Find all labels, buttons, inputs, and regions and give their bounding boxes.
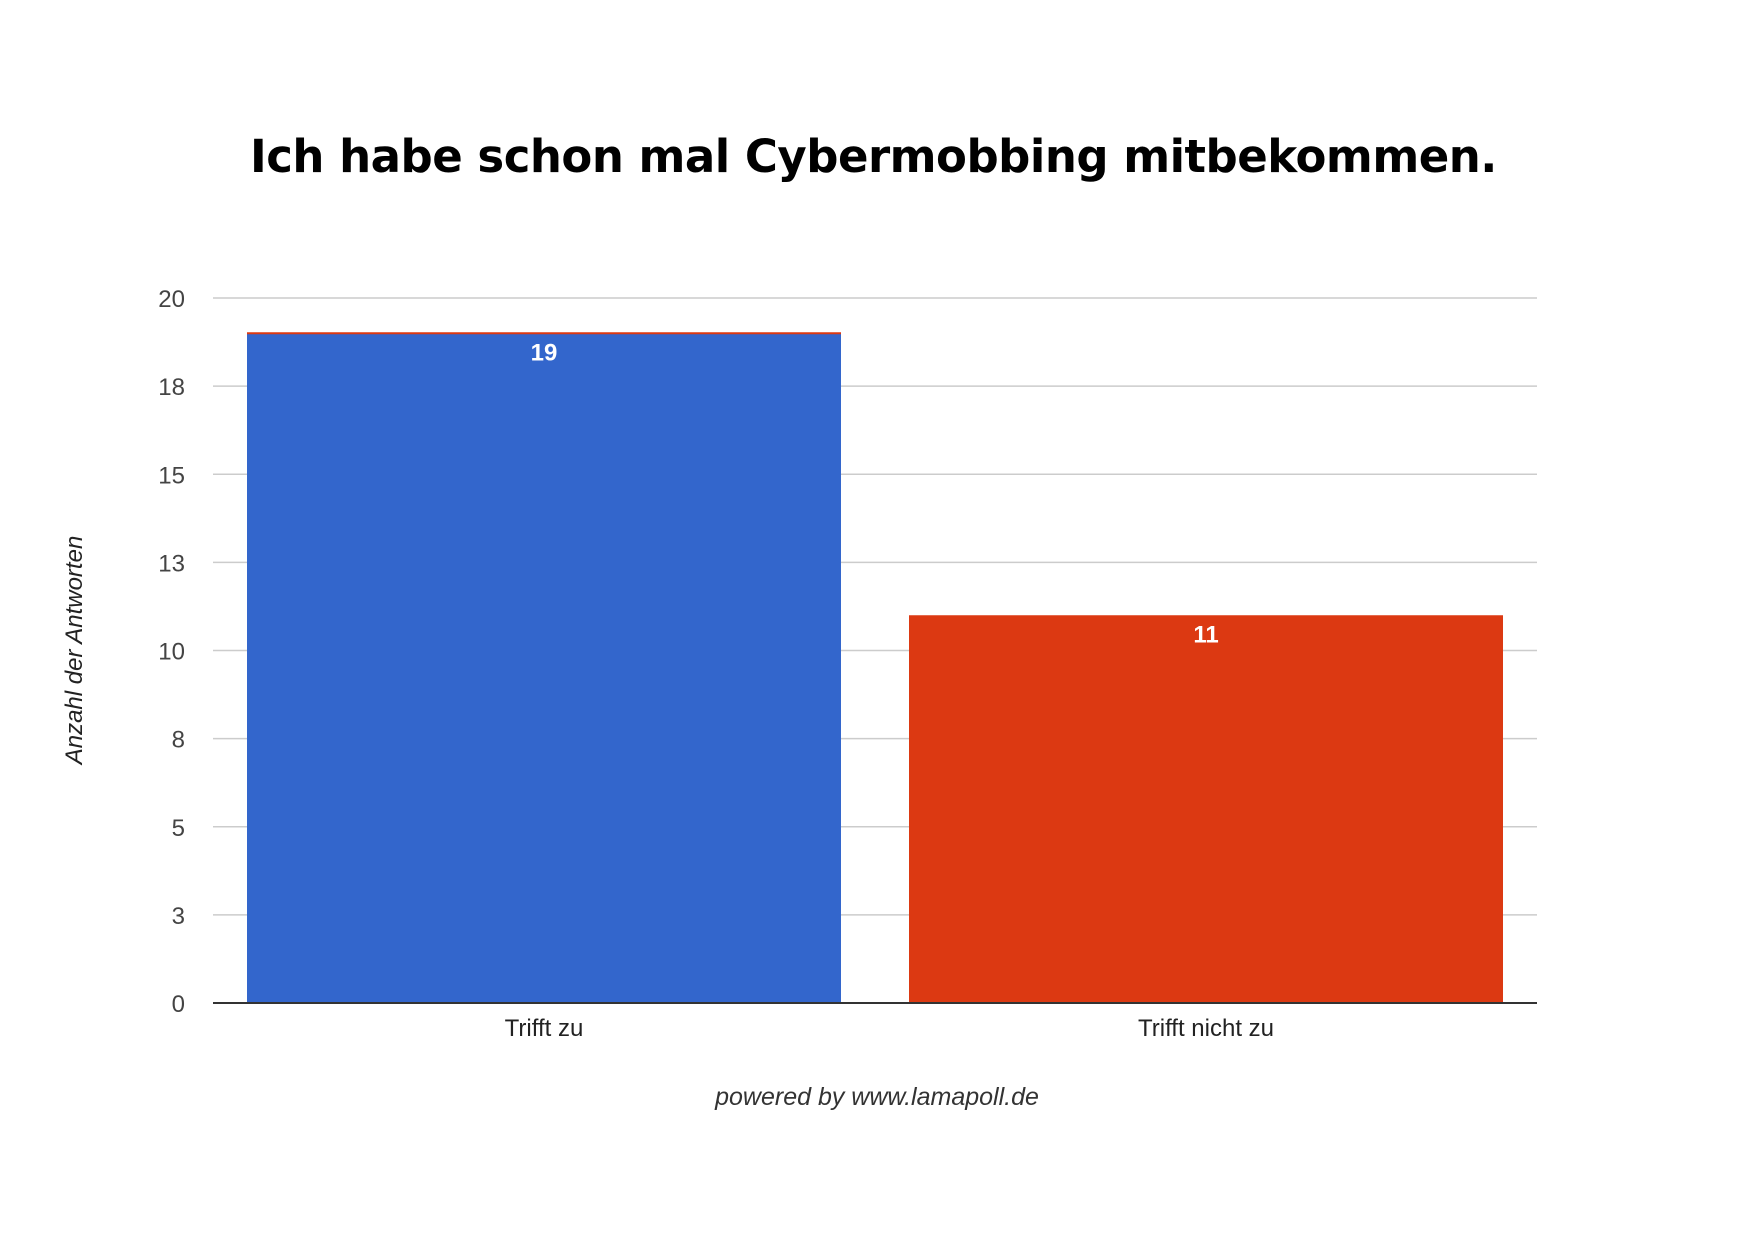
y-tick-label: 0 xyxy=(172,991,185,1018)
bar-trifft-nicht-zu xyxy=(909,615,1503,1003)
labels: 0 3 5 8 10 13 15 18 20 19 Trifft zu 11 Trifft nicht … xyxy=(61,286,1274,1042)
y-tick-label: 8 xyxy=(172,727,185,754)
x-tick-label: Trifft nicht zu xyxy=(1138,1015,1274,1042)
data-label: 19 xyxy=(531,339,558,366)
y-tick-label: 15 xyxy=(158,462,185,489)
footer-credit: powered by www.lamapoll.de xyxy=(715,1083,1039,1111)
y-axis-title: Anzahl der Antworten xyxy=(61,536,88,767)
bar-top-accent xyxy=(247,332,841,335)
y-tick-label: 18 xyxy=(158,374,185,401)
y-tick-label: 3 xyxy=(172,903,185,930)
bar-trifft-zu xyxy=(247,333,841,1003)
bars xyxy=(247,332,1503,1003)
y-tick-label: 20 xyxy=(158,286,185,313)
data-label: 11 xyxy=(1193,621,1218,648)
y-tick-label: 10 xyxy=(158,639,185,666)
x-tick-label: Trifft zu xyxy=(505,1015,584,1042)
chart-title: Ich habe schon mal Cybermobbing mitbekom… xyxy=(250,130,1497,183)
y-tick-label: 5 xyxy=(172,815,185,842)
y-tick-label: 13 xyxy=(158,550,185,577)
